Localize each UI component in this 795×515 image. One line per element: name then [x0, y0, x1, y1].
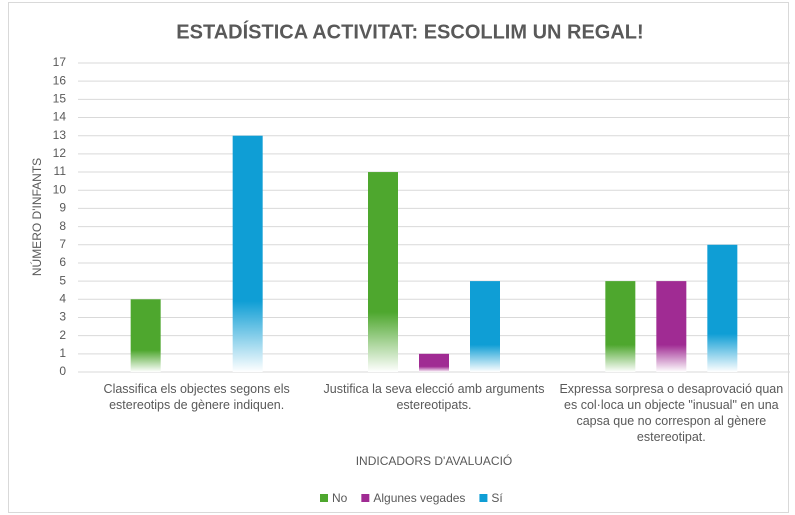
- y-tick-label: 10: [53, 182, 67, 196]
- y-tick-label: 15: [53, 92, 67, 106]
- y-tick-label: 6: [59, 255, 66, 269]
- y-tick-label: 8: [59, 219, 66, 233]
- y-tick-label: 16: [53, 73, 67, 87]
- legend-swatch: [361, 494, 370, 502]
- legend-swatch: [320, 494, 328, 502]
- bar: [232, 135, 263, 372]
- y-axis-label: NÚMERO D'INFANTS: [29, 158, 44, 276]
- y-tick-label: 9: [59, 201, 66, 215]
- y-tick-label: 1: [59, 346, 66, 360]
- y-tick-label: 13: [53, 128, 67, 142]
- x-tick-label: Justifica la seva elecció amb arguments …: [323, 382, 545, 412]
- bar: [368, 172, 398, 372]
- y-tick-label: 4: [59, 291, 66, 305]
- legend-label: No: [332, 491, 348, 505]
- bar: [656, 281, 687, 372]
- chart-frame: [8, 2, 789, 513]
- y-tick-label: 5: [59, 273, 66, 287]
- y-tick-label: 14: [53, 110, 67, 124]
- x-axis-label: INDICADORS D'AVALUACIÓ: [356, 453, 513, 468]
- y-tick-label: 17: [53, 55, 67, 69]
- x-tick-label: Expressa sorpresa o desaprovació quan es…: [559, 382, 784, 444]
- y-tick-label: 0: [59, 364, 66, 378]
- bar: [470, 281, 500, 372]
- bar: [130, 299, 161, 372]
- chart-title: ESTADÍSTICA ACTIVITAT: ESCOLLIM UN REGAL…: [176, 20, 643, 43]
- y-tick-label: 3: [59, 310, 66, 324]
- legend-label: Sí: [491, 491, 503, 505]
- y-tick-label: 11: [54, 164, 67, 178]
- bar: [419, 353, 449, 372]
- legend-label: Algunes vegades: [373, 491, 465, 505]
- bar: [707, 244, 738, 372]
- y-tick-label: 12: [53, 146, 67, 160]
- legend-swatch: [479, 494, 488, 502]
- y-tick-label: 2: [59, 328, 66, 342]
- bar: [605, 281, 636, 372]
- x-tick-label: Classifica els objectes segons els ester…: [103, 382, 290, 412]
- y-tick-label: 7: [59, 237, 66, 251]
